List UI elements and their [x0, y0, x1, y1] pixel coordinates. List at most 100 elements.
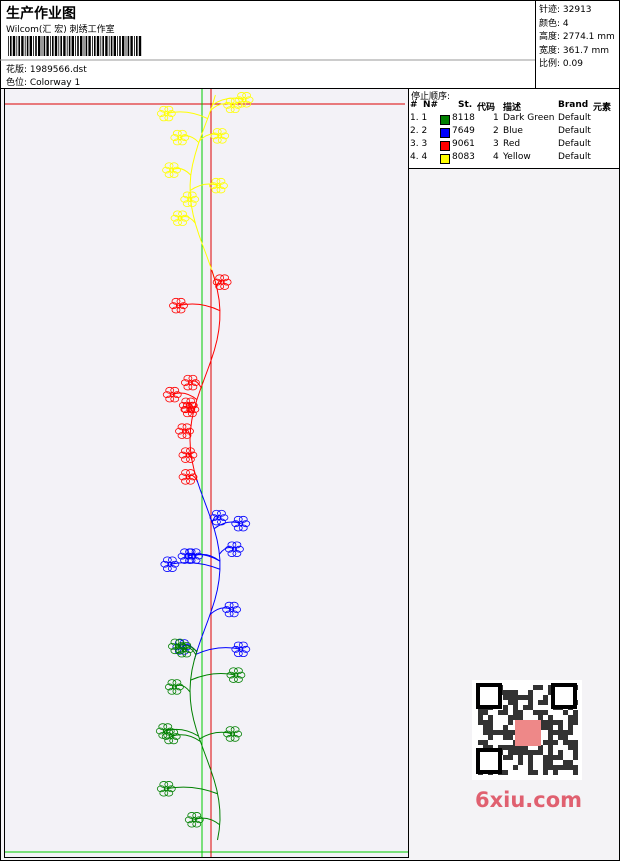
qr-cell [518, 710, 523, 715]
petal [181, 397, 191, 405]
barcode-bar [134, 36, 135, 56]
flower [209, 509, 229, 526]
qr-cell [548, 760, 553, 765]
qr-cell [488, 725, 493, 730]
petal [233, 730, 243, 738]
qr-cell [538, 715, 543, 720]
petal [225, 545, 234, 553]
qr-cell [503, 770, 508, 775]
petal [170, 638, 180, 646]
column-header: N# [423, 100, 439, 110]
qr-cell [483, 740, 488, 745]
branch [195, 647, 241, 655]
qr-cell [498, 730, 503, 735]
qr-cell [518, 750, 523, 755]
flower [184, 812, 204, 828]
qr-cell [543, 695, 548, 700]
barcode-bar [77, 36, 79, 56]
barcode-bar [138, 36, 142, 56]
barcode-bar [75, 36, 76, 56]
petal [216, 177, 226, 185]
qr-cell [573, 710, 578, 715]
flower-center [184, 553, 190, 559]
flower [162, 162, 181, 178]
petal [172, 129, 182, 137]
qr-cell [523, 745, 528, 750]
table-row: 1. 1 8118 1 Dark Green Default [410, 113, 618, 126]
qr-cell [488, 720, 493, 725]
qr-cell [568, 745, 573, 750]
qr-cell [503, 710, 508, 715]
flower-center [230, 102, 236, 108]
qr-cell [548, 720, 553, 725]
flower [223, 726, 243, 742]
flower-center [162, 728, 168, 734]
flower [231, 515, 251, 532]
stats: 针迹: 32913 颜色: 4 高度: 2774.1 mm 宽度: 361.7 mm 比… [539, 4, 615, 72]
petal [217, 518, 226, 526]
petal [177, 129, 187, 137]
petal [216, 186, 226, 194]
barcode-bar [43, 36, 46, 56]
qr-cell [488, 715, 493, 720]
petal [167, 679, 177, 687]
petal [219, 514, 229, 522]
flower-center [177, 135, 183, 141]
petal [180, 134, 190, 141]
petal [178, 473, 188, 481]
stem [189, 649, 221, 841]
petal [233, 524, 243, 532]
qr-cell [498, 745, 503, 750]
qr-cell [528, 695, 533, 700]
qr-cell [488, 735, 493, 740]
qr-cell [548, 690, 553, 695]
swatch [440, 154, 450, 164]
qr-cell [543, 760, 548, 765]
qr-cell [548, 730, 553, 735]
petal [167, 565, 177, 572]
flower-center [168, 733, 174, 739]
qr-cell [538, 710, 543, 715]
qr-cell [563, 735, 568, 740]
barcode-bar [105, 36, 108, 56]
qr-cell [543, 725, 548, 730]
row-index: 2. 2 [410, 126, 428, 136]
petal [182, 650, 192, 658]
petal [220, 274, 230, 282]
petal [175, 638, 185, 646]
petal [167, 687, 177, 695]
flower [161, 728, 181, 745]
qr-cell [508, 735, 513, 740]
qr-cell [543, 770, 548, 775]
petal [184, 646, 194, 654]
flower [178, 447, 198, 463]
flower-center [219, 279, 225, 285]
petal [225, 726, 235, 734]
petal [178, 451, 188, 459]
petal [212, 128, 222, 135]
flower [225, 541, 244, 557]
flower [222, 601, 242, 618]
qr-cell [543, 755, 548, 760]
petal [164, 781, 174, 788]
petal [178, 642, 187, 650]
petal [242, 100, 251, 108]
petal [173, 219, 182, 226]
qr-cell [503, 725, 508, 730]
qr-cell [573, 715, 578, 720]
flower-center [215, 183, 221, 189]
petal [244, 96, 254, 104]
flower-center [171, 684, 177, 690]
qr-cell [503, 755, 508, 760]
barcode-bar [54, 36, 58, 56]
barcode-bar [58, 36, 60, 56]
qr-cell [508, 755, 513, 760]
petal [180, 557, 189, 564]
row-index: 3. 3 [410, 139, 428, 149]
description: Blue [503, 126, 523, 136]
petal [211, 177, 221, 185]
flower-center [231, 546, 237, 552]
barcode [8, 36, 142, 56]
barcode-bar [127, 36, 130, 56]
swatch [440, 128, 450, 138]
